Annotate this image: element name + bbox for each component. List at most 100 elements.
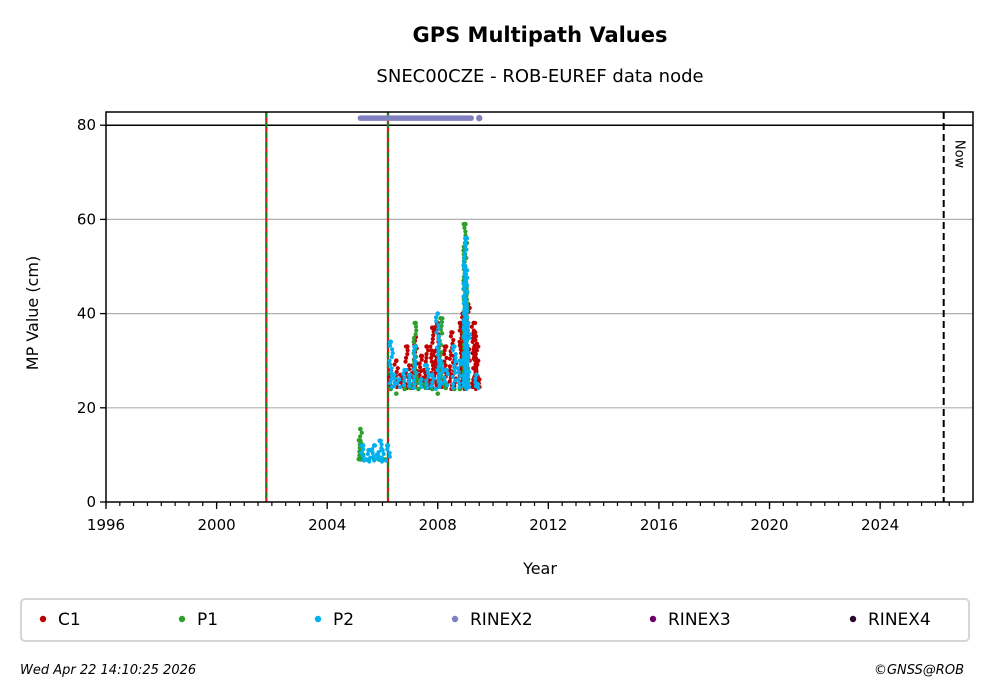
data-point-c1 bbox=[425, 348, 431, 353]
data-point-p2 bbox=[387, 454, 392, 459]
event-lines bbox=[265, 112, 390, 502]
data-point-p2 bbox=[462, 287, 467, 292]
data-point-p1 bbox=[412, 320, 417, 326]
data-point-p1 bbox=[358, 426, 363, 432]
x-tick-label: 2016 bbox=[640, 516, 678, 534]
data-point-p2 bbox=[379, 442, 384, 447]
data-point-p2 bbox=[437, 384, 442, 390]
data-point-p2 bbox=[376, 449, 381, 455]
data-point-p2 bbox=[462, 264, 467, 269]
data-point-p2 bbox=[465, 377, 470, 382]
data-point-p2 bbox=[436, 377, 441, 382]
data-point-p2 bbox=[435, 311, 440, 316]
legend-label-p1: P1 bbox=[197, 610, 218, 630]
data-point-p2 bbox=[452, 367, 457, 372]
data-point-p2 bbox=[444, 368, 449, 373]
data-point-p2 bbox=[387, 381, 393, 386]
data-point-p2 bbox=[411, 367, 417, 372]
data-point-c1 bbox=[430, 340, 435, 345]
legend-label-p2: P2 bbox=[333, 610, 354, 630]
data-point-p2 bbox=[437, 373, 442, 378]
data-point-c1 bbox=[474, 366, 479, 371]
data-point-p2 bbox=[464, 366, 469, 371]
data-point-p2 bbox=[465, 328, 470, 333]
data-point-p2 bbox=[379, 455, 384, 460]
data-point-c1 bbox=[405, 348, 410, 353]
data-point-p2 bbox=[383, 458, 389, 463]
data-point-c1 bbox=[419, 357, 424, 362]
data-point-p2 bbox=[368, 455, 373, 460]
data-point-p2 bbox=[457, 384, 462, 390]
data-point-p2 bbox=[440, 369, 445, 375]
data-point-c1 bbox=[473, 352, 478, 357]
data-point-c1 bbox=[424, 344, 429, 349]
data-point-p2 bbox=[388, 369, 394, 375]
data-point-p2 bbox=[360, 447, 366, 452]
data-point-p2 bbox=[379, 459, 385, 464]
data-point-p2 bbox=[465, 308, 470, 313]
data-point-p2 bbox=[450, 344, 455, 349]
data-point-p2 bbox=[365, 451, 370, 457]
data-point-p2 bbox=[425, 367, 430, 372]
data-point-p2 bbox=[402, 379, 407, 384]
data-point-c1 bbox=[417, 372, 422, 377]
data-point-c1 bbox=[417, 365, 423, 370]
data-point-p2 bbox=[464, 236, 470, 241]
data-point-p2 bbox=[474, 382, 479, 387]
data-point-p2 bbox=[412, 374, 417, 379]
data-point-c1 bbox=[443, 363, 448, 368]
data-point-p2 bbox=[466, 373, 471, 378]
data-point-p2 bbox=[434, 330, 439, 335]
data-point-p2 bbox=[464, 320, 469, 326]
data-point-p2 bbox=[395, 381, 400, 386]
rinex-bars bbox=[357, 114, 483, 122]
data-point-c1 bbox=[407, 363, 412, 368]
data-point-c1 bbox=[417, 361, 422, 366]
data-point-p2 bbox=[476, 385, 481, 391]
data-point-c1 bbox=[476, 344, 481, 349]
data-point-p2 bbox=[385, 447, 390, 452]
data-point-p2 bbox=[450, 374, 455, 379]
data-point-c1 bbox=[392, 362, 397, 367]
data-point-p2 bbox=[445, 371, 450, 376]
data-point-c1 bbox=[430, 336, 435, 342]
data-point-p2 bbox=[465, 283, 470, 288]
x-tick-label: 2000 bbox=[197, 516, 235, 534]
now-label: Now bbox=[952, 140, 967, 169]
data-point-p2 bbox=[371, 454, 376, 459]
data-point-c1 bbox=[473, 320, 478, 326]
data-point-p2 bbox=[442, 375, 447, 380]
data-point-p2 bbox=[433, 315, 439, 320]
y-tick-label: 0 bbox=[86, 493, 96, 511]
data-point-p1 bbox=[435, 391, 441, 396]
data-point-p2 bbox=[466, 354, 471, 360]
data-point-p2 bbox=[435, 368, 440, 373]
data-point-p2 bbox=[406, 384, 412, 389]
data-point-p2 bbox=[424, 378, 429, 383]
data-point-p2 bbox=[413, 359, 418, 364]
data-point-p2 bbox=[367, 459, 372, 464]
data-point-p2 bbox=[407, 376, 412, 381]
rinex2-bar-end bbox=[476, 114, 483, 122]
data-point-c1 bbox=[431, 352, 436, 358]
data-point-p2 bbox=[387, 343, 393, 348]
data-point-p2 bbox=[388, 377, 394, 382]
data-point-p2 bbox=[461, 361, 466, 366]
data-point-p2 bbox=[465, 268, 470, 273]
data-point-p2 bbox=[465, 362, 470, 367]
legend-marker-rinex4 bbox=[849, 615, 857, 623]
data-point-p2 bbox=[445, 383, 450, 388]
data-point-p2 bbox=[412, 348, 417, 353]
data-point-p2 bbox=[465, 343, 470, 348]
data-point-p2 bbox=[466, 358, 471, 363]
data-point-c1 bbox=[442, 344, 447, 349]
data-point-p2 bbox=[452, 363, 457, 368]
legend-marker-rinex3 bbox=[649, 615, 657, 623]
data-point-p2 bbox=[436, 349, 441, 354]
data-point-p2 bbox=[467, 369, 472, 375]
data-point-p2 bbox=[372, 458, 377, 463]
data-point-p1 bbox=[439, 319, 445, 325]
data-point-p2 bbox=[412, 352, 417, 357]
legend-label-c1: C1 bbox=[58, 610, 81, 630]
data-point-p2 bbox=[370, 450, 375, 456]
